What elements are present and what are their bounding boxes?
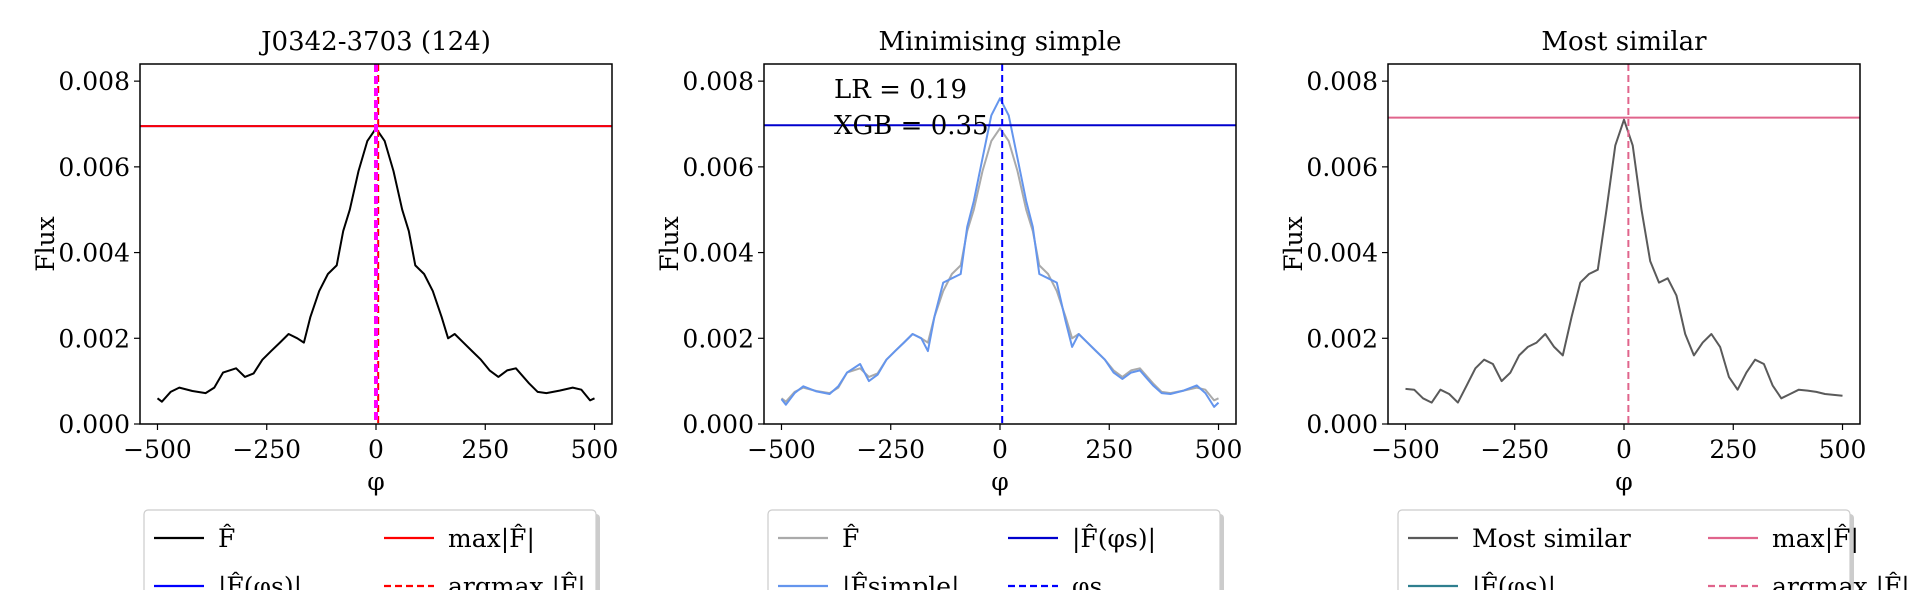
x-tick-label: −250 [232,435,301,464]
y-tick-label: 0.008 [682,67,754,96]
legend-box [143,509,597,590]
chart-title: J0342-3703 (124) [258,27,491,57]
y-axis-label: Flux [31,216,60,272]
x-tick-label: −250 [856,435,925,464]
x-tick-label: 500 [1819,435,1867,464]
y-tick-label: 0.004 [1306,239,1378,268]
legend-label: max|F̂| [1772,524,1859,554]
series-line-1 [156,127,595,403]
chart-title: Most similar [1541,27,1707,57]
x-tick-label: 0 [1616,435,1632,464]
x-tick-label: 250 [1085,435,1133,464]
legend-label: |F̂(φs)| [1472,572,1556,590]
series-line-2 [780,97,1220,408]
legend-label: max|F̂| [448,524,535,554]
x-tick-label: −500 [123,435,192,464]
y-tick-label: 0.008 [1306,67,1378,96]
chart-title: Minimising simple [879,27,1122,57]
legend-label: Most similar [1472,524,1631,553]
chart-panel-2: −500 −250 0 250 500 0.000 0.002 0.004 0.006 0.008… [655,27,1242,590]
y-tick-label: 0.002 [682,324,754,353]
plot-area [140,64,612,424]
y-tick-label: 0.006 [1306,153,1378,182]
legend: Most similar max|F̂| |F̂(φs)| argmax |F̂| [1397,509,1910,590]
annotation-text: XGB = 0.35 [834,111,989,141]
legend-label: |F̂(φs)| [1072,524,1156,554]
y-tick-label: 0.002 [1306,324,1378,353]
x-axis-label: φ [1615,467,1633,496]
series-line-1 [780,127,1219,403]
legend-label: argmax |F̂| [1772,572,1910,590]
legend-label: F̂ [218,524,235,553]
y-axis-label: Flux [655,216,684,272]
series-line-1 [1405,118,1843,404]
x-tick-label: 500 [1195,435,1243,464]
x-tick-label: 250 [461,435,509,464]
x-tick-label: 250 [1709,435,1757,464]
legend-box [1397,509,1851,590]
legend-label: F̂ [842,524,859,553]
legend-label: |F̂(φs)| [218,572,302,590]
legend-box [767,509,1221,590]
chart-panel-3: −500 −250 0 250 500 0.000 0.002 0.004 0.006 0.008… [1279,27,1910,590]
x-tick-label: −500 [1371,435,1440,464]
x-tick-label: 0 [992,435,1008,464]
y-tick-label: 0.006 [58,153,130,182]
x-axis-label: φ [367,467,385,496]
y-tick-label: 0.000 [58,410,130,439]
legend-label: φs [1072,572,1102,590]
y-tick-label: 0.006 [682,153,754,182]
legend-label: |F̂simple| [842,572,960,590]
x-tick-label: 0 [368,435,384,464]
legend: F̂ |F̂(φs)| |F̂simple| φs [767,509,1224,590]
x-tick-label: −250 [1480,435,1549,464]
x-tick-label: 500 [571,435,619,464]
chart-panel-1: −500 −250 0 250 500 0.000 0.002 0.004 0.006 0.008… [31,27,618,590]
y-tick-label: 0.004 [58,239,130,268]
y-axis-label: Flux [1279,216,1308,272]
y-tick-label: 0.008 [58,67,130,96]
legend-label: argmax |F̂| [448,572,586,590]
annotation-text: LR = 0.19 [834,75,967,105]
x-axis-label: φ [991,467,1009,496]
plot-area [764,64,1236,424]
y-tick-label: 0.000 [682,410,754,439]
y-tick-label: 0.004 [682,239,754,268]
y-tick-label: 0.000 [1306,410,1378,439]
legend: F̂ max|F̂| |F̂(φs)| argmax |F̂| [143,509,600,590]
x-tick-label: −500 [747,435,816,464]
plot-area [1388,64,1860,424]
y-tick-label: 0.002 [58,324,130,353]
